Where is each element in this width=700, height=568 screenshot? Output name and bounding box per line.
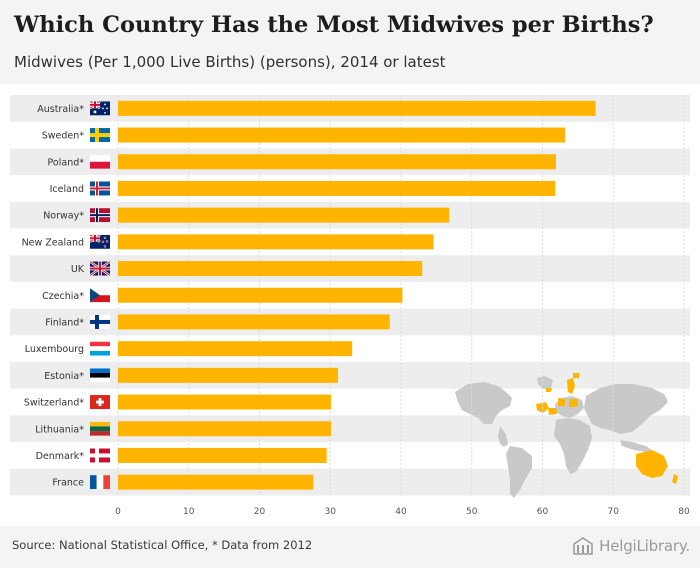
flag-dk-icon [90,448,110,463]
x-tick-label: 30 [325,507,337,517]
x-tick-label: 10 [183,507,195,517]
row-band [10,362,690,389]
map-greenland [537,376,553,389]
map-finland [573,373,579,378]
x-tick-label: 20 [254,507,266,517]
map-australia [636,450,668,478]
bar [118,367,339,383]
bar [118,474,314,490]
category-label: France [52,478,84,489]
category-label: Australia* [37,104,84,115]
category-label: Sweden* [42,131,85,142]
map-iceland [546,388,552,392]
x-tick-label: 70 [608,507,620,517]
brand-name: HelgiLibrary. [599,537,690,555]
x-tick-label: 40 [395,507,407,517]
footer: Source: National Statistical Office, * D… [0,526,700,568]
category-labels: Australia* Sweden* Poland* Iceland Norway* Ne… [22,104,85,489]
map-central-america [498,426,508,447]
library-logo-icon [573,537,593,555]
map-south-america [506,446,532,498]
bar [118,261,423,277]
category-label: Lithuania* [35,424,84,435]
flag-nz-icon [90,234,110,249]
category-label: Denmark* [36,451,85,462]
flag-is-icon [90,181,110,196]
bar [118,341,353,357]
flag-cz-icon [90,288,110,303]
bar [118,100,596,116]
flag-lt-icon [90,421,110,436]
map-new-zealand [672,474,678,484]
category-label: Luxembourg [25,344,84,355]
flag-icons [90,101,110,490]
category-label: Czechia* [42,291,84,302]
x-tick-label: 60 [537,507,549,517]
category-label: Norway* [43,211,84,222]
category-label: Switzerland* [24,398,84,409]
flag-no-icon [90,208,110,223]
flag-gb-icon [90,261,110,276]
bar [118,207,450,223]
bar [118,127,566,143]
bar [118,314,390,330]
category-label: UK [71,264,85,275]
bar [118,234,434,250]
page-title: Which Country Has the Most Midwives per … [14,12,654,38]
brand[interactable]: HelgiLibrary. [572,535,690,557]
category-label: Poland* [48,157,85,168]
header-band [0,0,700,84]
bar [118,447,327,463]
map-north-america [455,382,512,424]
map-indonesia [620,440,652,452]
x-axis-ticks: 0 10 20 30 40 50 60 70 80 [115,507,690,517]
flag-se-icon [90,128,110,143]
flag-fr-icon [90,475,110,490]
bar [118,287,403,303]
bar [118,154,556,170]
bars [118,100,596,490]
x-tick-label: 50 [466,507,478,517]
page-subtitle: Midwives (Per 1,000 Live Births) (person… [14,53,446,71]
world-map-illustration [455,373,678,498]
category-label: Finland* [45,317,84,328]
map-france [548,408,557,415]
category-label: New Zealand [22,237,84,248]
flag-au-icon [90,101,110,116]
map-scandinavia [567,378,575,394]
map-poland-baltics [569,399,578,407]
category-label: Estonia* [44,371,84,382]
bar-chart: Australia* Sweden* Poland* Iceland Norway* Ne… [10,95,690,517]
bar [118,180,556,196]
map-asia [584,384,668,434]
flag-ch-icon [90,395,110,410]
category-label: Iceland [50,184,84,195]
flag-lu-icon [90,341,110,356]
flag-ee-icon [90,368,110,383]
x-tick-label: 0 [115,507,121,517]
bar [118,394,331,410]
row-band [10,468,690,496]
map-denmark [558,398,565,406]
map-africa [554,418,592,474]
x-tick-label: 80 [678,507,690,517]
flag-fi-icon [90,314,110,329]
source-note: Source: National Statistical Office, * D… [12,538,313,552]
bar [118,421,331,437]
flag-pl-icon [90,154,110,169]
